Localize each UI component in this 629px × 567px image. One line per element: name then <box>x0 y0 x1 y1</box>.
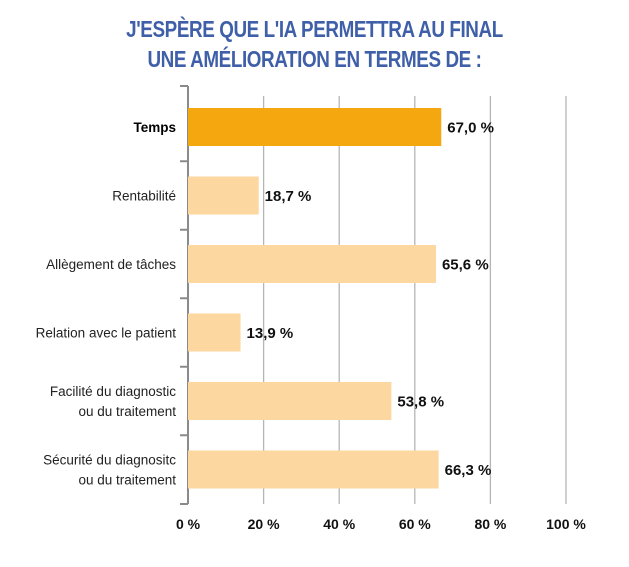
x-tick-label: 60 % <box>399 516 431 532</box>
category-label: Facilité du diagnostic <box>50 384 176 399</box>
category-label: Temps <box>133 120 176 135</box>
category-label: Sécurité du diagnositc <box>43 453 176 468</box>
x-tick-label: 100 % <box>546 516 586 532</box>
chart-title-line-1: J'ESPÈRE QUE L'IA PERMETTRA AU FINAL <box>126 16 503 42</box>
value-label: 53,8 % <box>397 394 444 411</box>
value-label: 65,6 % <box>442 257 489 274</box>
bar <box>188 450 439 489</box>
category-label: ou du traitement <box>78 473 176 488</box>
value-label: 67,0 % <box>447 120 494 137</box>
x-tick-label: 20 % <box>248 516 280 532</box>
x-tick-label: 40 % <box>323 516 355 532</box>
category-label: Rentabilité <box>112 189 176 204</box>
bar <box>188 382 392 420</box>
category-label: Allègement de tâches <box>46 257 176 272</box>
x-tick-label: 80 % <box>474 516 506 532</box>
category-label: Relation avec le patient <box>36 326 177 341</box>
category-label: ou du traitement <box>78 404 176 419</box>
chart-title-line-2: UNE AMÉLIORATION EN TERMES DE : <box>147 46 482 72</box>
bar <box>188 245 436 283</box>
bar <box>188 176 259 215</box>
x-tick-label: 0 % <box>176 516 201 532</box>
bar <box>188 313 241 352</box>
value-label: 66,3 % <box>445 462 492 479</box>
value-label: 18,7 % <box>265 188 312 205</box>
bar <box>188 108 442 146</box>
chart-title: J'ESPÈRE QUE L'IA PERMETTRA AU FINAL UNE… <box>0 14 629 74</box>
value-label: 13,9 % <box>247 325 294 342</box>
